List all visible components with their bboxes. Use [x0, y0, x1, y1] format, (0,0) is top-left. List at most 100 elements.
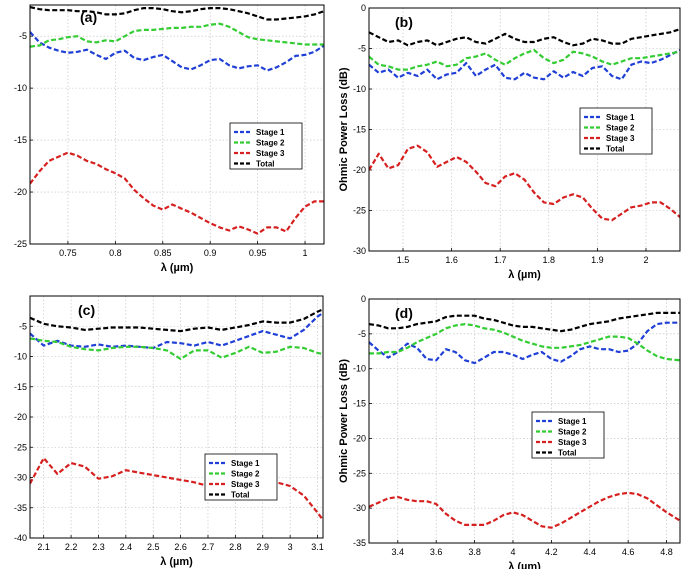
x-axis-label: λ (µm) [508, 561, 541, 569]
series-line-total [30, 308, 323, 333]
x-tick-label: 2 [643, 255, 648, 265]
legend-label-total: Total [256, 160, 275, 169]
x-tick-label: 3 [288, 542, 293, 552]
y-tick-label: -25 [353, 206, 366, 216]
legend-label-total: Total [558, 449, 577, 458]
x-tick-label: 1.5 [397, 255, 410, 265]
panel-tag: (b) [395, 14, 413, 30]
x-axis-label: λ (µm) [161, 262, 194, 274]
x-tick-label: 2.2 [65, 542, 78, 552]
y-tick-label: -10 [353, 84, 366, 94]
legend-label-stage-3: Stage 3 [558, 438, 587, 447]
x-tick-label: 3.1 [311, 542, 324, 552]
panel-tag: (d) [395, 305, 413, 321]
y-tick-label: -20 [14, 187, 27, 197]
legend-label-stage-2: Stage 2 [256, 139, 285, 148]
axes-frame [368, 298, 681, 544]
series-line-stage-2 [369, 49, 680, 71]
y-tick-label: -30 [353, 246, 366, 256]
y-tick-label: -15 [14, 382, 27, 392]
y-tick-label: -15 [353, 125, 366, 135]
x-tick-label: 0.9 [204, 248, 217, 258]
x-tick-label: 0.8 [109, 248, 122, 258]
series-line-stage-1 [30, 311, 323, 350]
y-tick-label: -5 [358, 329, 366, 339]
y-tick-label: -35 [14, 503, 27, 513]
x-axis-label: λ (µm) [160, 556, 193, 568]
legend-label-stage-1: Stage 1 [256, 128, 285, 137]
axes-frame [368, 7, 681, 252]
y-axis-label: Ohmic Power Loss (dB) [338, 359, 350, 483]
x-tick-label: 3.6 [430, 547, 443, 557]
legend-label-total: Total [606, 145, 625, 154]
y-tick-label: -20 [353, 165, 366, 175]
x-tick-label: 4.2 [545, 547, 558, 557]
series-line-total [369, 28, 680, 47]
y-tick-label: -25 [14, 442, 27, 452]
legend-label-stage-1: Stage 1 [558, 417, 587, 426]
x-tick-label: 1.8 [543, 255, 556, 265]
plot-area [369, 299, 680, 543]
series-line-stage-1 [30, 31, 324, 72]
panel-tag: (c) [78, 302, 95, 318]
x-tick-label: 4.8 [660, 547, 673, 557]
x-tick-label: 4 [510, 547, 515, 557]
y-tick-label: -15 [14, 135, 27, 145]
series-line-stage-3 [369, 144, 680, 222]
axes-frame [29, 4, 325, 245]
series-line-stage-3 [369, 491, 680, 529]
series-line-stage-2 [30, 337, 323, 360]
y-tick-label: -40 [14, 533, 27, 543]
y-tick-label: 0 [361, 3, 366, 13]
x-tick-label: 2.5 [147, 542, 160, 552]
series-line-stage-3 [30, 457, 323, 521]
x-tick-label: 2.9 [256, 542, 269, 552]
x-tick-label: 0.85 [154, 248, 172, 258]
x-tick-label: 0.75 [59, 248, 77, 258]
y-tick-label: -20 [353, 433, 366, 443]
x-tick-label: 2.7 [202, 542, 215, 552]
legend-label-stage-1: Stage 1 [606, 113, 635, 122]
series-line-stage-1 [369, 49, 680, 81]
y-tick-label: -35 [353, 538, 366, 548]
panel-a: 0.75 0.8 0.85 0.9 0.95 1 -25 -20 -15 -10 -5 λ (µm) (… [14, 4, 325, 274]
legend-label-stage-2: Stage 2 [231, 470, 260, 479]
legend-box [531, 411, 605, 459]
y-tick-label: -5 [19, 31, 27, 41]
x-tick-label: 0.95 [249, 248, 267, 258]
x-tick-label: 4.4 [584, 547, 597, 557]
x-tick-label: 1.7 [494, 255, 507, 265]
x-axis-label: λ (µm) [508, 269, 541, 281]
panel-c: 2.1 2.2 2.3 2.4 2.5 2.6 2.7 2.8 2.9 3 3.1 -40 -35 -30… [14, 295, 324, 568]
x-tick-label: 4.6 [622, 547, 635, 557]
panel-tag: (a) [80, 9, 97, 25]
series-line-stage-3 [30, 151, 324, 235]
legend-box [579, 107, 653, 155]
y-tick-label: -20 [14, 412, 27, 422]
legend-label-stage-1: Stage 1 [231, 459, 260, 468]
x-tick-label: 1 [303, 248, 308, 258]
y-tick-label: 0 [361, 294, 366, 304]
series-line-total [30, 6, 324, 21]
legend-label-stage-3: Stage 3 [606, 134, 635, 143]
legend-box [229, 122, 303, 170]
series-line-stage-1 [369, 321, 680, 365]
y-tick-label: -30 [353, 503, 366, 513]
legend-label-stage-3: Stage 3 [231, 480, 260, 489]
x-tick-label: 1.9 [591, 255, 604, 265]
legend-label-stage-2: Stage 2 [606, 124, 635, 133]
x-tick-label: 3.8 [468, 547, 481, 557]
axes-frame [29, 295, 324, 539]
legend-label-total: Total [231, 491, 250, 500]
series-line-stage-2 [30, 22, 324, 48]
legend-label-stage-2: Stage 2 [558, 428, 587, 437]
y-tick-label: -30 [14, 473, 27, 483]
series-line-stage-2 [369, 323, 680, 362]
y-tick-label: -25 [14, 239, 27, 249]
y-tick-label: -10 [14, 83, 27, 93]
